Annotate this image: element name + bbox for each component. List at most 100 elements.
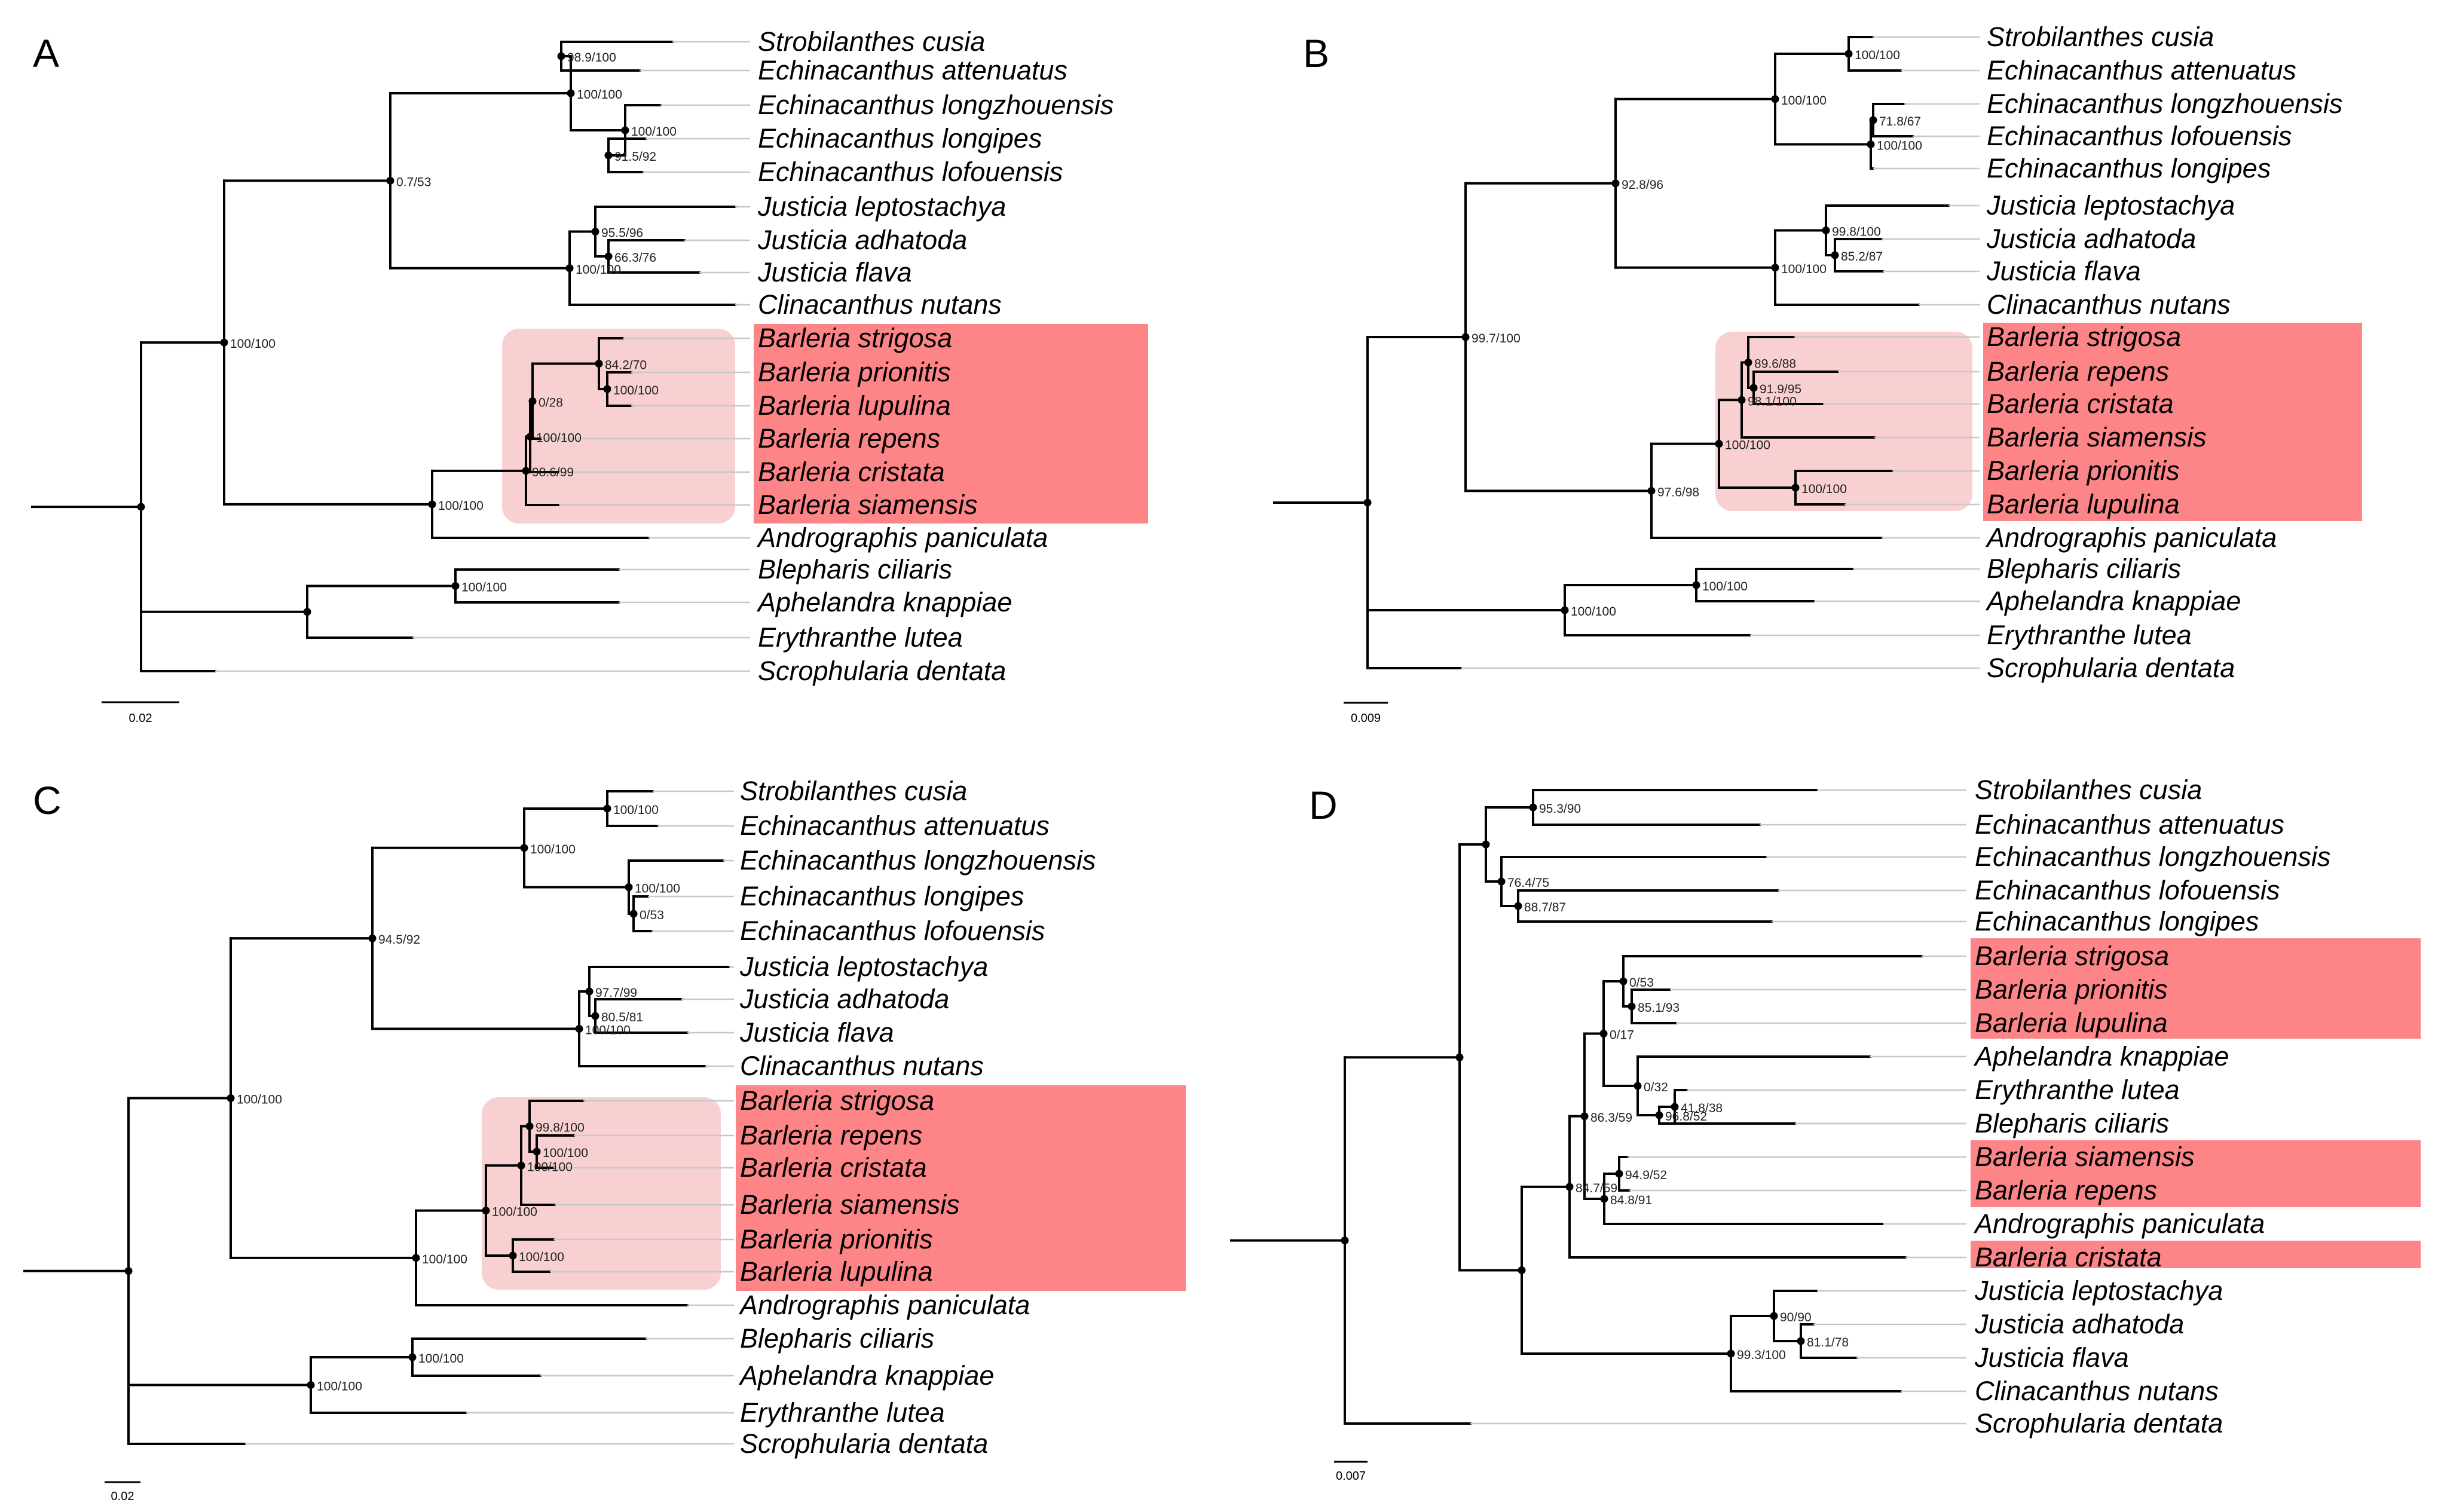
highlight-layer bbox=[482, 323, 2421, 1291]
taxon-label: Justicia adhatoda bbox=[1986, 224, 2196, 254]
taxon-label: Justicia leptostachya bbox=[757, 191, 1006, 222]
taxon-label: Barleria repens bbox=[1975, 1175, 2157, 1205]
taxon-label: Barleria strigosa bbox=[1987, 322, 2181, 352]
support-value: 84.2/70 bbox=[605, 359, 647, 372]
taxon-label: Aphelandra knappiae bbox=[1985, 586, 2241, 616]
scale-bar-label: 0.02 bbox=[111, 1490, 134, 1503]
taxon-label: Echinacanthus attenuatus bbox=[758, 55, 1067, 85]
support-value: 97.7/99 bbox=[595, 986, 637, 1000]
taxon-label: Barleria cristata bbox=[758, 457, 945, 487]
scale-bar-label: 0.02 bbox=[129, 712, 152, 725]
taxon-label: Strobilanthes cusia bbox=[1987, 22, 2214, 52]
support-value: 95.5/96 bbox=[601, 227, 643, 240]
support-value: 76.4/75 bbox=[1507, 876, 1549, 890]
support-value: 99.7/100 bbox=[1472, 332, 1521, 345]
panel-label: C bbox=[33, 778, 62, 822]
taxon-label: Barleria siamensis bbox=[740, 1189, 960, 1220]
support-value: 100/100 bbox=[1702, 580, 1748, 593]
support-value: 96.8/52 bbox=[1665, 1110, 1707, 1124]
taxon-label: Barleria siamensis bbox=[1987, 422, 2207, 452]
support-value: 100/100 bbox=[631, 125, 677, 139]
taxon-label: Justicia flava bbox=[1986, 256, 2141, 286]
taxon-label: Echinacanthus longipes bbox=[1975, 906, 2259, 936]
support-value: 100/100 bbox=[230, 337, 276, 351]
taxon-label: Barleria repens bbox=[1987, 356, 2169, 387]
taxon-label: Barleria prionitis bbox=[1987, 455, 2180, 486]
panel-label: A bbox=[33, 31, 59, 75]
taxon-label: Echinacanthus lofouensis bbox=[1987, 121, 2292, 151]
support-value: 100/100 bbox=[519, 1250, 564, 1264]
taxon-label: Scrophularia dentata bbox=[1987, 653, 2235, 683]
taxon-label: Blepharis ciliaris bbox=[1987, 553, 2181, 584]
support-value: 94.9/52 bbox=[1625, 1168, 1667, 1182]
taxon-label: Aphelandra knappiae bbox=[1973, 1041, 2229, 1072]
taxon-label: Justicia flava bbox=[739, 1017, 894, 1048]
taxon-label: Andrographis paniculata bbox=[1973, 1208, 2265, 1239]
support-value: 80.5/81 bbox=[601, 1011, 643, 1024]
taxon-label: Strobilanthes cusia bbox=[1975, 775, 2202, 805]
taxon-label: Barleria strigosa bbox=[758, 323, 952, 353]
taxon-label: Erythranthe lutea bbox=[1987, 620, 2192, 650]
taxon-label: Clinacanthus nutans bbox=[740, 1051, 984, 1081]
taxon-label: Blepharis ciliaris bbox=[740, 1323, 934, 1354]
taxon-label: Echinacanthus lofouensis bbox=[740, 916, 1045, 946]
taxon-label: Justicia adhatoda bbox=[1974, 1309, 2184, 1339]
taxon-label: Echinacanthus longzhouensis bbox=[740, 845, 1096, 876]
support-value: 66.3/76 bbox=[614, 251, 656, 265]
support-value: 0/28 bbox=[539, 396, 563, 409]
support-value: 100/100 bbox=[438, 499, 484, 513]
taxon-label: Echinacanthus longipes bbox=[1987, 153, 2271, 183]
support-value: 90/90 bbox=[1780, 1311, 1812, 1324]
taxon-label: Barleria prionitis bbox=[740, 1224, 933, 1254]
taxon-label: Andrographis paniculata bbox=[756, 522, 1048, 553]
support-value: 84.7/59 bbox=[1576, 1182, 1617, 1195]
barleria-taxa-highlight bbox=[736, 1085, 1186, 1291]
taxon-label: Scrophularia dentata bbox=[758, 656, 1006, 686]
support-value: 100/100 bbox=[1781, 94, 1827, 108]
support-value: 0/17 bbox=[1610, 1029, 1634, 1042]
support-value: 100/100 bbox=[1725, 439, 1770, 452]
taxon-label: Echinacanthus lofouensis bbox=[758, 157, 1063, 187]
taxon-label: Barleria siamensis bbox=[1975, 1141, 2195, 1172]
panel-label: B bbox=[1303, 31, 1329, 75]
support-value: 100/100 bbox=[237, 1092, 282, 1106]
support-value: 100/100 bbox=[613, 803, 659, 817]
support-value: 95.3/90 bbox=[1539, 802, 1581, 816]
taxon-label: Andrographis paniculata bbox=[738, 1290, 1030, 1320]
support-value: 100/100 bbox=[1801, 482, 1847, 496]
taxon-label: Echinacanthus attenuatus bbox=[740, 810, 1050, 841]
support-value: 100/100 bbox=[576, 263, 621, 277]
taxon-label: Echinacanthus longipes bbox=[758, 123, 1042, 154]
taxon-label: Barleria prionitis bbox=[1975, 974, 2168, 1005]
support-value: 100/100 bbox=[492, 1205, 537, 1219]
support-value: 88.7/87 bbox=[1524, 901, 1566, 914]
support-value: 85.1/93 bbox=[1638, 1001, 1680, 1015]
tree-layer bbox=[23, 36, 1980, 1483]
support-value: 81.1/78 bbox=[1807, 1336, 1849, 1349]
barleria-clade-highlight bbox=[502, 329, 735, 524]
support-value: 98.1/100 bbox=[1748, 394, 1797, 408]
taxon-label: Erythranthe lutea bbox=[1975, 1075, 2180, 1105]
support-value: 100/100 bbox=[536, 431, 582, 445]
taxon-label: Justicia flava bbox=[1974, 1342, 2129, 1373]
taxon-label: Aphelandra knappiae bbox=[738, 1360, 994, 1391]
taxon-label: Aphelandra knappiae bbox=[756, 587, 1012, 617]
support-value: 94.5/92 bbox=[378, 933, 420, 947]
barleria-clade-highlight bbox=[482, 1097, 721, 1290]
barleria-taxa-highlight bbox=[1971, 1140, 2421, 1207]
taxon-label: Echinacanthus longzhouensis bbox=[1975, 841, 2330, 872]
barleria-taxa-highlight bbox=[754, 324, 1148, 524]
barleria-taxa-highlight bbox=[1983, 323, 2362, 521]
support-value: 100/100 bbox=[530, 843, 576, 856]
scale-bar-label: 0.009 bbox=[1351, 712, 1381, 725]
support-value: 100/100 bbox=[527, 1160, 573, 1174]
support-value: 100/100 bbox=[461, 581, 507, 595]
support-value: 100/100 bbox=[1855, 48, 1900, 62]
taxon-label: Justicia adhatoda bbox=[739, 984, 949, 1014]
taxon-label: Barleria strigosa bbox=[740, 1085, 934, 1116]
support-value: 97.6/98 bbox=[1657, 485, 1699, 499]
taxon-label: Barleria repens bbox=[758, 423, 940, 454]
taxon-label: Justicia leptostachya bbox=[739, 951, 988, 982]
support-value: 100/100 bbox=[317, 1380, 362, 1394]
taxon-label: Barleria lupulina bbox=[758, 390, 951, 421]
